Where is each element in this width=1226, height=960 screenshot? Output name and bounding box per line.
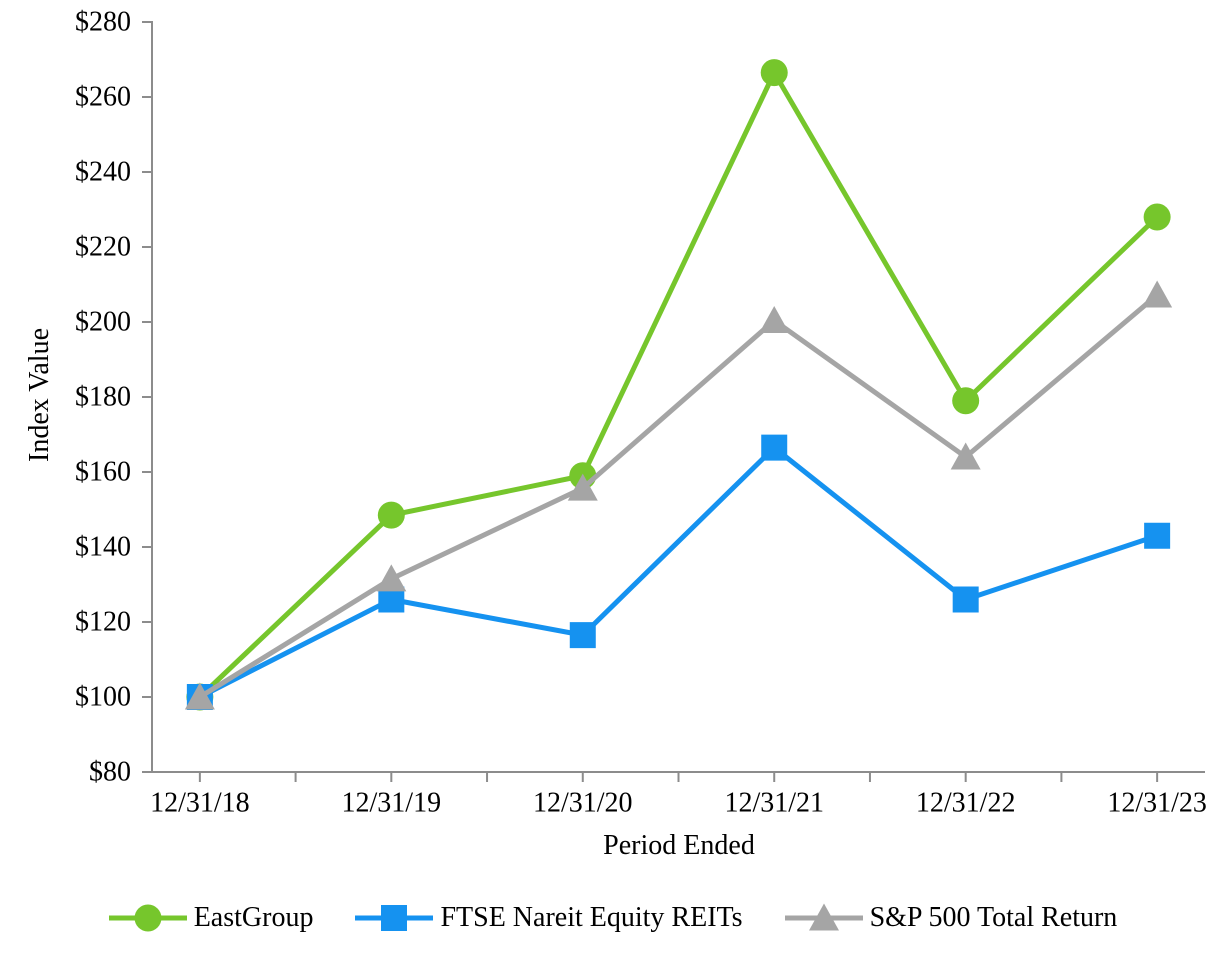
legend-marker-triangle [808, 903, 839, 931]
y-tick-label: $240 [75, 157, 131, 188]
ftse-nareit-series-icon [355, 905, 434, 931]
marker-s-p-500-total-return-3 [759, 306, 790, 333]
series-line-s-p-500-total-return [198, 293, 1159, 700]
legend-marker-circle [134, 904, 162, 932]
marker-eastgroup-1 [377, 501, 405, 529]
series-line-ftse-nareit-equity-reits [198, 445, 1158, 700]
y-tick-label: $260 [75, 82, 131, 113]
marker-ftse-nareit-equity-reits-3 [761, 434, 788, 461]
y-tick-label: $160 [75, 457, 131, 488]
legend-item-sp500: S&P 500 Total Return [784, 900, 1118, 936]
marker-s-p-500-total-return-5 [1142, 280, 1173, 308]
y-axis-title: Index Value [24, 328, 55, 462]
legend-label-ftse-nareit: FTSE Nareit Equity REITs [440, 902, 743, 933]
marker-ftse-nareit-equity-reits-5 [1144, 522, 1171, 549]
x-axis-title: Period Ended [603, 830, 755, 861]
legend-label-sp500: S&P 500 Total Return [869, 902, 1118, 933]
x-tick-label: 12/31/20 [533, 788, 633, 819]
x-tick-label: 12/31/22 [916, 788, 1016, 819]
marker-ftse-nareit-equity-reits-2 [569, 622, 596, 649]
y-tick-label: $100 [75, 682, 131, 713]
y-tick-label: $140 [75, 532, 131, 563]
legend-label-eastgroup: EastGroup [193, 902, 314, 933]
marker-s-p-500-total-return-4 [950, 442, 981, 470]
y-tick-label: $200 [75, 307, 131, 338]
legend-item-eastgroup: EastGroup [108, 900, 314, 936]
y-tick-label: $120 [75, 607, 131, 638]
marker-s-p-500-total-return-1 [376, 564, 407, 592]
x-tick-label: 12/31/19 [342, 788, 442, 819]
chart-legend: EastGroup FTSE Nareit Equity REITs S&P 5… [0, 900, 1226, 936]
marker-s-p-500-total-return-0 [184, 682, 215, 710]
marker-eastgroup-3 [760, 59, 788, 87]
marker-eastgroup-4 [952, 387, 980, 415]
y-tick-label: $80 [89, 757, 131, 788]
legend-item-ftse-nareit: FTSE Nareit Equity REITs [355, 900, 743, 936]
eastgroup-series-icon [108, 904, 187, 932]
y-tick-label: $180 [75, 382, 131, 413]
marker-s-p-500-total-return-2 [567, 473, 598, 501]
y-tick-label: $220 [75, 232, 131, 263]
series-s-p-500-total-return [184, 280, 1173, 710]
series-line-eastgroup [198, 70, 1159, 699]
x-tick-label: 12/31/18 [150, 788, 250, 819]
marker-ftse-nareit-equity-reits-4 [952, 586, 979, 613]
y-tick-label: $280 [75, 7, 131, 38]
sp500-series-icon [784, 903, 863, 931]
legend-marker-square [381, 905, 408, 931]
x-tick-label: 12/31/21 [724, 788, 824, 819]
x-tick-label: 12/31/23 [1107, 788, 1207, 819]
marker-eastgroup-5 [1143, 203, 1171, 231]
chart-canvas: $80 $100 $120 $140 $160 $180 $200 $220 $240 $260 $… [75, 7, 1207, 819]
